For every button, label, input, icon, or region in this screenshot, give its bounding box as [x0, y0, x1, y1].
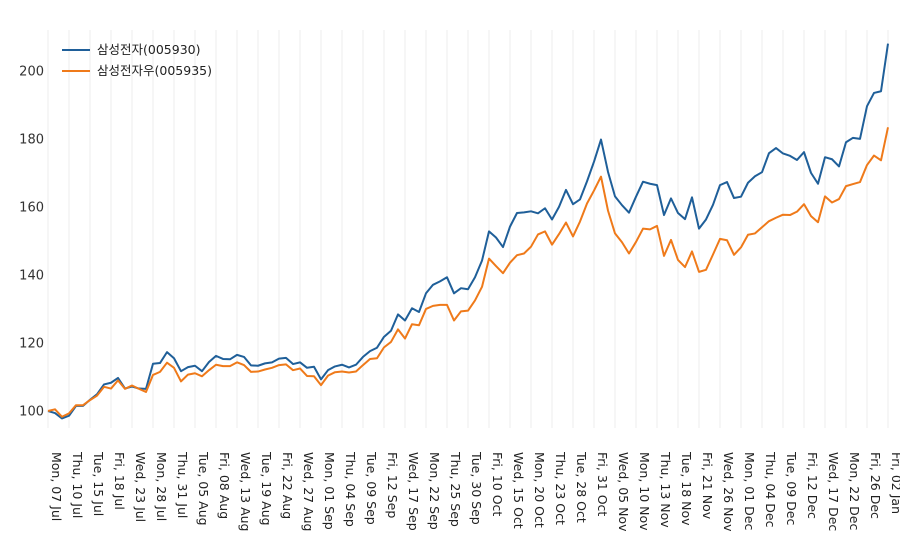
x-tick-label: Thu, 04 Sep	[343, 451, 358, 527]
y-tick-label: 200	[19, 64, 44, 79]
legend-item-samsung-preferred[interactable]: 삼성전자우(005935)	[62, 63, 212, 78]
x-tick-label: Mon, 22 Dec	[847, 452, 862, 530]
x-tick-label: Wed, 17 Dec	[826, 452, 841, 531]
x-tick-label: Thu, 10 Jul	[70, 451, 85, 518]
x-tick-label: Fri, 31 Oct	[595, 452, 610, 516]
x-tick-label: Wed, 23 Jul	[133, 452, 148, 522]
x-tick-label: Fri, 08 Aug	[217, 452, 232, 519]
y-tick-label: 140	[19, 268, 44, 283]
x-tick-label: Fri, 10 Oct	[490, 452, 505, 516]
x-tick-label: Thu, 04 Dec	[763, 451, 778, 528]
x-axis: Mon, 07 Jul Thu, 10 Jul Tue, 15 Jul Fri, 18…	[49, 451, 900, 532]
x-tick-label: Wed, 15 Oct	[511, 452, 526, 529]
x-tick-label: Thu, 25 Sep	[448, 451, 463, 527]
x-tick-label: Fri, 21 Nov	[700, 452, 715, 520]
x-tick-label: Fri, 18 Jul	[112, 452, 127, 510]
x-tick-label: Wed, 27 Aug	[301, 452, 316, 532]
x-tick-label: Tue, 15 Jul	[91, 451, 106, 516]
x-tick-label: Mon, 07 Jul	[49, 452, 64, 521]
gridlines	[47, 30, 889, 428]
legend-item-samsung-common[interactable]: 삼성전자(005930)	[62, 42, 200, 57]
x-tick-label: Tue, 30 Sep	[469, 451, 484, 525]
x-tick-label: Tue, 09 Sep	[364, 451, 379, 525]
series-line-1	[47, 127, 889, 418]
legend[interactable]: 삼성전자(005930) 삼성전자우(005935)	[62, 42, 212, 78]
x-tick-label: Mon, 01 Dec	[742, 452, 757, 530]
series-lines	[47, 43, 889, 420]
y-tick-label: 120	[19, 336, 44, 351]
x-tick-label: Mon, 10 Nov	[637, 452, 652, 531]
y-tick-label: 160	[19, 200, 44, 215]
x-tick-label: Fri, 22 Aug	[280, 452, 295, 519]
x-tick-label: Thu, 13 Nov	[658, 451, 673, 528]
legend-label: 삼성전자우(005935)	[97, 63, 212, 78]
x-tick-label: Wed, 13 Aug	[238, 452, 253, 532]
x-tick-label: Mon, 22 Sep	[427, 452, 442, 530]
x-tick-label: Tue, 05 Aug	[196, 451, 211, 526]
x-tick-label: Wed, 05 Nov	[616, 452, 631, 532]
x-tick-label: Mon, 20 Oct	[532, 452, 547, 528]
x-tick-label: Wed, 17 Sep	[406, 452, 421, 531]
x-tick-label: Tue, 09 Dec	[784, 451, 799, 525]
x-tick-label: Fri, 26 Dec	[868, 452, 883, 519]
legend-label: 삼성전자(005930)	[97, 42, 200, 57]
y-tick-label: 100	[19, 404, 44, 419]
y-tick-label: 180	[19, 132, 44, 147]
x-tick-label: Tue, 28 Oct	[574, 451, 589, 523]
x-tick-label: Thu, 23 Oct	[553, 451, 568, 525]
x-tick-label: Thu, 31 Jul	[175, 451, 190, 518]
x-tick-label: Tue, 19 Aug	[259, 451, 274, 526]
x-tick-label: Tue, 18 Nov	[679, 451, 694, 526]
y-axis: 100 120 140 160 180 200	[19, 64, 44, 419]
x-tick-label: Fri, 02 Jan	[889, 452, 900, 514]
x-tick-labels: Mon, 07 Jul Thu, 10 Jul Tue, 15 Jul Fri, 18…	[49, 451, 900, 532]
x-tick-label: Wed, 26 Nov	[721, 452, 736, 532]
series-line-0	[47, 43, 889, 420]
x-tick-label: Mon, 01 Sep	[322, 452, 337, 530]
x-tick-label: Mon, 28 Jul	[154, 452, 169, 521]
x-tick-label: Fri, 12 Dec	[805, 452, 820, 519]
x-tick-label: Fri, 12 Sep	[385, 452, 400, 518]
